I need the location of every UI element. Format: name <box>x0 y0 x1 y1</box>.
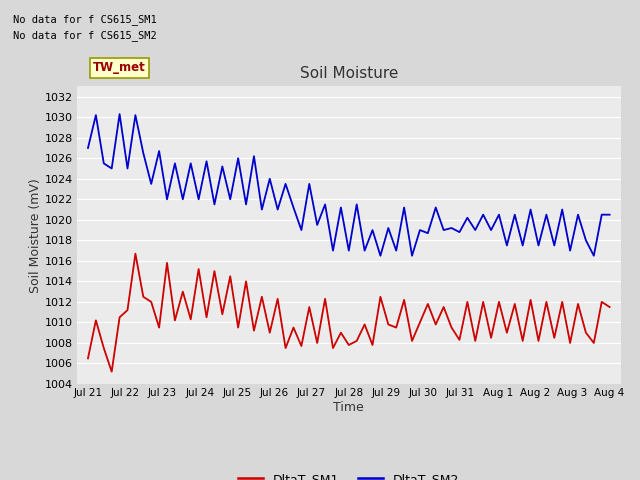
Y-axis label: Soil Moisture (mV): Soil Moisture (mV) <box>29 178 42 293</box>
Text: TW_met: TW_met <box>93 61 146 74</box>
Title: Soil Moisture: Soil Moisture <box>300 66 398 81</box>
Text: No data for f CS615_SM2: No data for f CS615_SM2 <box>13 30 157 41</box>
X-axis label: Time: Time <box>333 401 364 414</box>
Legend: DltaT_SM1, DltaT_SM2: DltaT_SM1, DltaT_SM2 <box>233 468 465 480</box>
Text: No data for f CS615_SM1: No data for f CS615_SM1 <box>13 13 157 24</box>
